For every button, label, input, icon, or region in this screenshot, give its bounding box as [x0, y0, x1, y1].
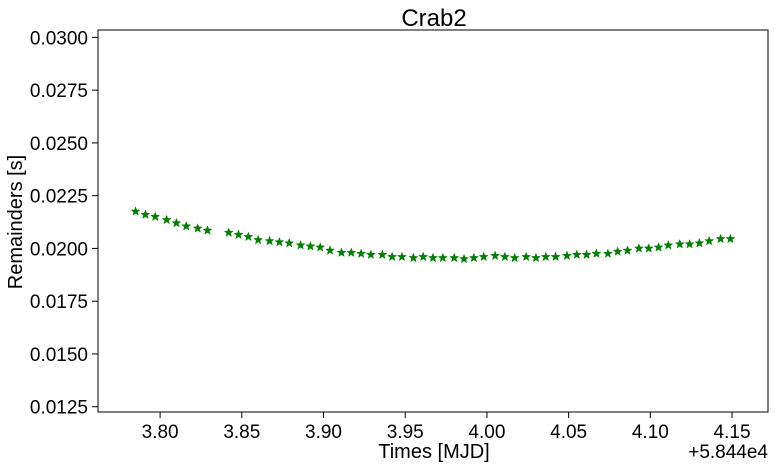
data-point: [612, 246, 623, 256]
data-point: [356, 248, 367, 259]
x-tick-label: 3.85: [223, 422, 260, 443]
x-tick-label: 4.05: [550, 422, 587, 443]
data-point: [295, 239, 306, 250]
y-tick-label: 0.0175: [30, 292, 88, 313]
data-point: [233, 229, 244, 240]
x-tick-label: 4.15: [714, 422, 751, 443]
plot-frame: [97, 29, 769, 413]
data-point: [377, 249, 388, 260]
data-point: [315, 242, 326, 252]
data-point: [674, 238, 685, 249]
y-tick-label: 0.0125: [30, 398, 88, 419]
data-point: [725, 233, 736, 244]
data-point: [274, 236, 285, 247]
data-point: [346, 247, 357, 257]
data-point: [264, 235, 275, 246]
data-point: [509, 252, 520, 263]
markers: [130, 206, 736, 264]
data-point: [663, 239, 674, 250]
data-point: [571, 249, 582, 260]
x-tick-label: 3.80: [142, 422, 179, 443]
x-tick-label: 4.00: [468, 422, 505, 443]
y-axis-label: Remainders [s]: [5, 155, 27, 290]
data-point: [202, 225, 213, 235]
x-axis-label: Times [MJD]: [378, 441, 489, 463]
data-point: [622, 245, 633, 255]
data-point: [550, 251, 561, 262]
data-point: [171, 217, 182, 228]
data-point: [387, 251, 398, 262]
chart-title: Crab2: [401, 5, 466, 32]
data-point: [694, 237, 705, 248]
data-point: [478, 251, 489, 262]
data-point: [223, 227, 234, 237]
data-point: [458, 253, 470, 264]
y-tick-label: 0.0250: [30, 134, 88, 155]
data-point: [408, 252, 419, 263]
data-point: [468, 252, 479, 263]
data-point: [365, 249, 376, 260]
data-point: [633, 243, 644, 253]
x-tick-label: 4.10: [632, 422, 669, 443]
data-point: [140, 209, 151, 219]
data-point: [715, 233, 726, 244]
x-tick-label: 3.95: [387, 422, 424, 443]
data-point: [284, 237, 295, 248]
data-point: [181, 220, 192, 231]
data-point: [643, 243, 654, 253]
data-point: [684, 238, 695, 249]
data-point: [243, 231, 254, 242]
data-point: [561, 250, 573, 261]
data-point: [396, 251, 408, 262]
data-point: [581, 249, 592, 260]
x-axis: 3.80 3.85 3.90 3.95 4.00 4.05 4.10 4.15: [142, 412, 751, 443]
data-point: [540, 251, 551, 262]
x-tick-label: 3.90: [305, 422, 342, 443]
data-point: [336, 247, 347, 257]
data-point: [427, 252, 439, 263]
y-tick-label: 0.0275: [30, 81, 88, 102]
y-axis: 0.0125 0.0150 0.0175 0.0200 0.0225 0.0250 0.02…: [30, 28, 98, 419]
data-point: [449, 252, 460, 263]
data-point: [591, 248, 602, 259]
data-point: [704, 235, 715, 246]
data-point: [499, 251, 510, 262]
data-point: [253, 234, 264, 245]
data-point: [437, 252, 448, 263]
y-tick-label: 0.0200: [30, 239, 88, 260]
data-point: [161, 214, 172, 225]
y-tick-label: 0.0225: [30, 187, 88, 208]
data-point: [150, 211, 161, 222]
y-tick-label: 0.0300: [30, 28, 88, 49]
x-offset-label: +5.844e4: [688, 442, 768, 463]
data-point: [192, 223, 203, 233]
data-point: [521, 251, 532, 262]
data-point: [324, 245, 336, 255]
data-point: [490, 250, 501, 261]
y-tick-label: 0.0150: [30, 345, 88, 366]
data-point: [130, 206, 141, 216]
data-point: [602, 248, 613, 259]
data-point: [530, 252, 542, 263]
data-point: [418, 251, 429, 262]
data-point: [305, 241, 316, 251]
data-point: [653, 242, 664, 252]
